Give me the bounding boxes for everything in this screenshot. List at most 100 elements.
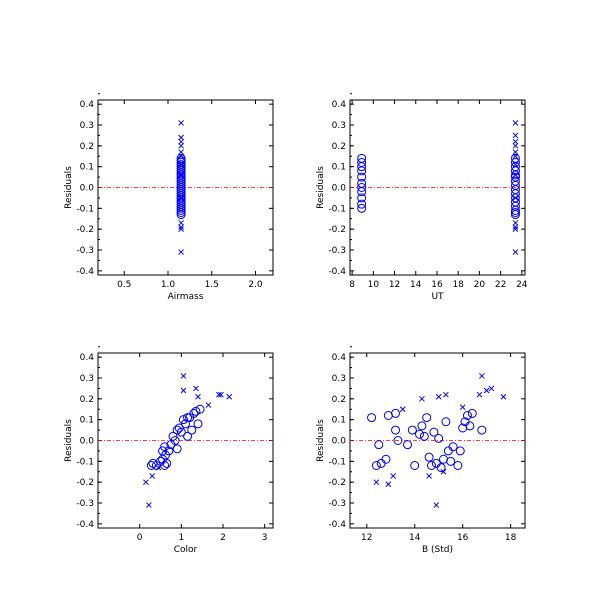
circle-marker-bstd — [431, 458, 441, 468]
x-marker-stroke — [180, 387, 187, 394]
circle-marker-ut — [357, 203, 367, 213]
circle-marker-airmass — [176, 203, 186, 213]
circle-marker-color — [195, 404, 205, 414]
circle-marker-color — [187, 425, 197, 435]
circle-marker-color — [176, 427, 186, 437]
x-marker-stroke — [512, 226, 519, 233]
x-tick-label-ut: 22 — [495, 280, 506, 290]
circle-marker-color — [174, 423, 184, 433]
circle-marker-color — [160, 461, 170, 470]
x-marker-bstd — [435, 393, 442, 400]
x-marker-stroke — [426, 473, 432, 479]
circle-marker-ut — [510, 166, 520, 176]
x-marker-stroke — [226, 393, 233, 400]
circle-marker-bstd — [410, 461, 420, 470]
circle-marker-ut — [357, 166, 367, 176]
y-tick-label-ut: -0.1 — [328, 204, 346, 214]
circle-marker-airmass — [176, 210, 186, 220]
circle-marker-bstd — [446, 456, 456, 466]
x-marker-stroke — [419, 395, 425, 402]
y-tick-label-airmass: 0.2 — [80, 142, 94, 152]
x-tick-label-ut: 14 — [410, 280, 422, 290]
x-marker-stroke — [373, 479, 380, 486]
x-marker-stroke — [399, 406, 406, 413]
x-tick-label-color: 1 — [178, 533, 184, 543]
circle-marker-color — [158, 446, 168, 456]
x-tick-label-color: 3 — [262, 533, 268, 543]
x-marker-stroke — [476, 391, 483, 398]
circle-marker-airmass — [176, 205, 186, 215]
x-marker-stroke — [178, 138, 184, 145]
x-marker-stroke — [193, 385, 199, 392]
x-tick-label-ut: 24 — [516, 280, 528, 290]
x-marker-stroke — [512, 220, 519, 226]
circle-marker-bstd — [453, 461, 463, 470]
circle-marker-ut — [510, 210, 520, 220]
circle-marker-color — [172, 425, 182, 435]
y-tick-label-bstd: 0.2 — [332, 395, 346, 405]
x-axis-title-color: Color — [174, 545, 198, 555]
y-tick-label-color: -0.3 — [76, 499, 94, 509]
circle-marker-bstd — [376, 458, 386, 468]
x-marker-stroke — [512, 120, 519, 126]
x-marker-stroke — [512, 224, 519, 230]
x-marker-ut — [512, 149, 519, 155]
circle-marker-color — [193, 419, 203, 429]
x-tick-label-bstd: 14 — [409, 533, 421, 543]
circle-marker-color — [191, 406, 201, 416]
circle-marker-color — [170, 436, 180, 445]
x-marker-stroke — [478, 373, 485, 379]
circle-marker-ut — [357, 183, 367, 192]
x-marker-bstd — [385, 481, 392, 488]
x-marker-color — [149, 473, 156, 479]
circle-marker-bstd — [455, 446, 465, 456]
y-tick-label-ut: 0.0 — [332, 184, 347, 194]
x-tick-label-color: 2 — [220, 533, 226, 543]
y-tick-label-airmass: 0.0 — [80, 184, 95, 194]
circle-marker-color — [183, 431, 193, 441]
y-axis-title-airmass: Residuals — [64, 166, 74, 209]
y-axis-title-ut: Residuals — [316, 166, 326, 209]
x-marker-color — [226, 393, 233, 400]
x-marker-stroke — [145, 502, 152, 508]
x-marker-stroke — [180, 373, 187, 379]
x-marker-bstd — [488, 385, 495, 392]
circle-marker-bstd — [381, 454, 391, 464]
circle-marker-bstd — [434, 433, 444, 443]
x-marker-color — [180, 387, 187, 394]
x-marker-stroke — [205, 402, 212, 408]
y-tick-label-bstd: 0.0 — [332, 437, 347, 447]
x-tick-label-airmass: 2.0 — [248, 280, 263, 290]
circle-marker-bstd — [417, 421, 427, 431]
x-axis-title-ut: UT — [431, 292, 444, 302]
x-marker-bstd — [426, 473, 432, 479]
y-tick-label-color: -0.4 — [76, 520, 94, 530]
x-marker-stroke — [215, 391, 222, 398]
x-marker-bstd — [433, 502, 440, 508]
circle-marker-ut — [357, 172, 367, 182]
y-tick-label-bstd: -0.3 — [328, 499, 346, 509]
circle-marker-color — [160, 442, 170, 452]
x-marker-stroke — [512, 149, 519, 155]
x-axis-title-airmass: Airmass — [168, 292, 204, 302]
y-tick-label-color: -0.1 — [76, 457, 94, 467]
y-tick-label-ut: -0.3 — [328, 246, 346, 256]
circle-marker-bstd — [467, 408, 477, 418]
circle-marker-color — [168, 431, 178, 441]
x-marker-stroke — [512, 142, 519, 149]
x-marker-stroke — [435, 393, 442, 400]
x-marker-airmass — [178, 120, 184, 126]
circle-marker-bstd — [441, 417, 451, 427]
x-marker-stroke — [143, 479, 149, 486]
x-marker-color — [205, 402, 212, 408]
y-axis-title-color: Residuals — [64, 419, 74, 462]
x-marker-color — [195, 393, 201, 400]
y-tick-label-bstd: -0.4 — [328, 520, 346, 530]
x-marker-airmass — [178, 226, 184, 233]
circle-marker-bstd — [477, 425, 487, 435]
y-tick-label-color: -0.2 — [76, 478, 94, 488]
y-tick-label-bstd: 0.4 — [332, 353, 347, 363]
x-marker-stroke — [488, 385, 495, 392]
circle-marker-bstd — [407, 425, 417, 435]
